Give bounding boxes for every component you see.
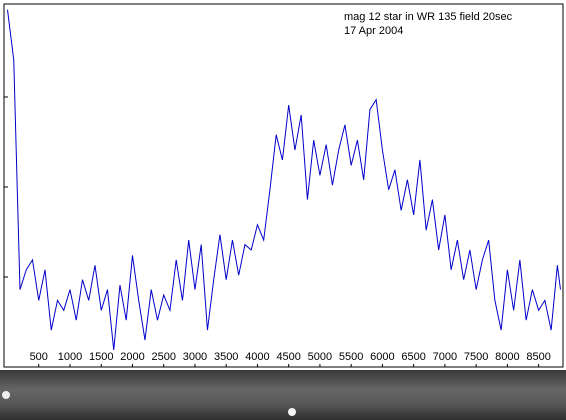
x-tick-label: 2500 bbox=[151, 351, 175, 363]
image-strip bbox=[0, 370, 566, 420]
x-tick-label: 1000 bbox=[58, 351, 82, 363]
star bbox=[288, 408, 296, 416]
star bbox=[2, 391, 10, 399]
x-tick-label: 4000 bbox=[245, 351, 269, 363]
chart-subtitle: 17 Apr 2004 bbox=[344, 25, 403, 37]
x-tick-label: 4500 bbox=[276, 351, 300, 363]
x-tick-label: 1500 bbox=[89, 351, 113, 363]
chart-title: mag 12 star in WR 135 field 20sec bbox=[344, 11, 513, 23]
x-tick-label: 2000 bbox=[120, 351, 144, 363]
plot-frame bbox=[3, 3, 564, 368]
x-tick-label: 5500 bbox=[339, 351, 363, 363]
x-tick-label: 6500 bbox=[401, 351, 425, 363]
x-tick-label: 3000 bbox=[183, 351, 207, 363]
x-tick-label: 7000 bbox=[433, 351, 457, 363]
spectrum-line bbox=[7, 9, 561, 350]
x-tick-label: 7500 bbox=[464, 351, 488, 363]
x-tick-label: 8000 bbox=[495, 351, 519, 363]
x-tick-label: 5000 bbox=[308, 351, 332, 363]
x-tick-label: 8500 bbox=[526, 351, 550, 363]
x-tick-label: 500 bbox=[30, 351, 48, 363]
x-tick-label: 6000 bbox=[370, 351, 394, 363]
x-tick-label: 3500 bbox=[214, 351, 238, 363]
